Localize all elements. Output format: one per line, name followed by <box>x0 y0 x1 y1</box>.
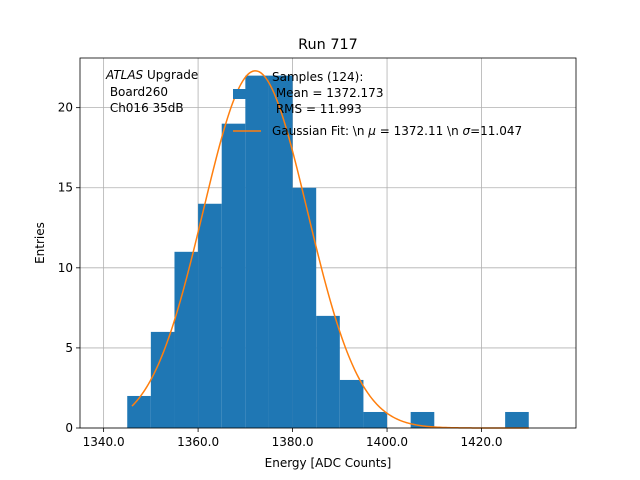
histogram-bar <box>174 251 199 428</box>
histogram-bar <box>363 411 388 428</box>
histogram-bar <box>505 411 529 428</box>
legend-hist-line-2: Mean = 1372.173 <box>272 86 383 100</box>
legend: Samples (124): Mean = 1372.173 RMS = 11.… <box>233 70 522 138</box>
annotation-line-3: Ch016 35dB <box>106 101 184 115</box>
plot-frame <box>79 57 577 429</box>
legend-hist-line-3: RMS = 11.993 <box>272 102 362 116</box>
x-tick-label: 1380.0 <box>272 435 314 449</box>
atlas-annotation: ATLAS Upgrade Board260 Ch016 35dB <box>105 68 198 115</box>
histogram-bar <box>198 203 222 428</box>
histogram-bar <box>292 187 317 428</box>
annotation-upgrade-label: Upgrade <box>143 68 198 82</box>
histogram-bar <box>268 75 293 428</box>
histogram-bar <box>221 123 246 429</box>
x-axis-ticks: 1340.0 1360.0 1380.0 1400.0 1420.0 <box>83 428 503 449</box>
legend-fit-mid: = 1372.11 \n <box>376 124 463 138</box>
y-tick-label: 0 <box>65 421 73 435</box>
histogram-bar <box>127 395 151 428</box>
x-tick-label: 1420.0 <box>461 435 503 449</box>
y-tick-label: 5 <box>65 341 73 355</box>
x-tick-label: 1360.0 <box>177 435 219 449</box>
y-tick-label: 15 <box>58 181 73 195</box>
legend-fit-sigma: σ <box>463 124 471 138</box>
histogram-bar <box>245 75 269 428</box>
y-axis-label: Entries <box>33 222 47 264</box>
x-tick-label: 1400.0 <box>366 435 408 449</box>
annotation-line-1: ATLAS Upgrade <box>105 68 198 82</box>
legend-fit-label: Gaussian Fit: \n μ = 1372.11 \n σ=11.047 <box>272 124 522 138</box>
annotation-line-2: Board260 <box>106 85 168 99</box>
legend-hist-line-1: Samples (124): <box>272 70 363 84</box>
histogram-bar <box>339 379 364 428</box>
chart-title: Run 717 <box>298 37 358 53</box>
legend-fit-suffix: =11.047 <box>470 124 522 138</box>
atlas-italic-label: ATLAS <box>105 68 144 82</box>
x-axis-label: Energy [ADC Counts] <box>265 456 392 470</box>
y-tick-label: 20 <box>58 101 73 115</box>
y-axis-ticks: 0 5 10 15 20 <box>58 101 80 435</box>
legend-fit-mu: μ <box>367 124 376 138</box>
histogram-bars <box>127 75 529 429</box>
histogram-bar <box>150 331 175 428</box>
legend-fit-prefix: Gaussian Fit: \n <box>272 124 368 138</box>
histogram-bar <box>316 315 340 428</box>
x-tick-label: 1340.0 <box>83 435 125 449</box>
histogram-bar <box>410 411 435 428</box>
y-tick-label: 10 <box>58 261 73 275</box>
legend-hist-swatch <box>233 89 261 99</box>
